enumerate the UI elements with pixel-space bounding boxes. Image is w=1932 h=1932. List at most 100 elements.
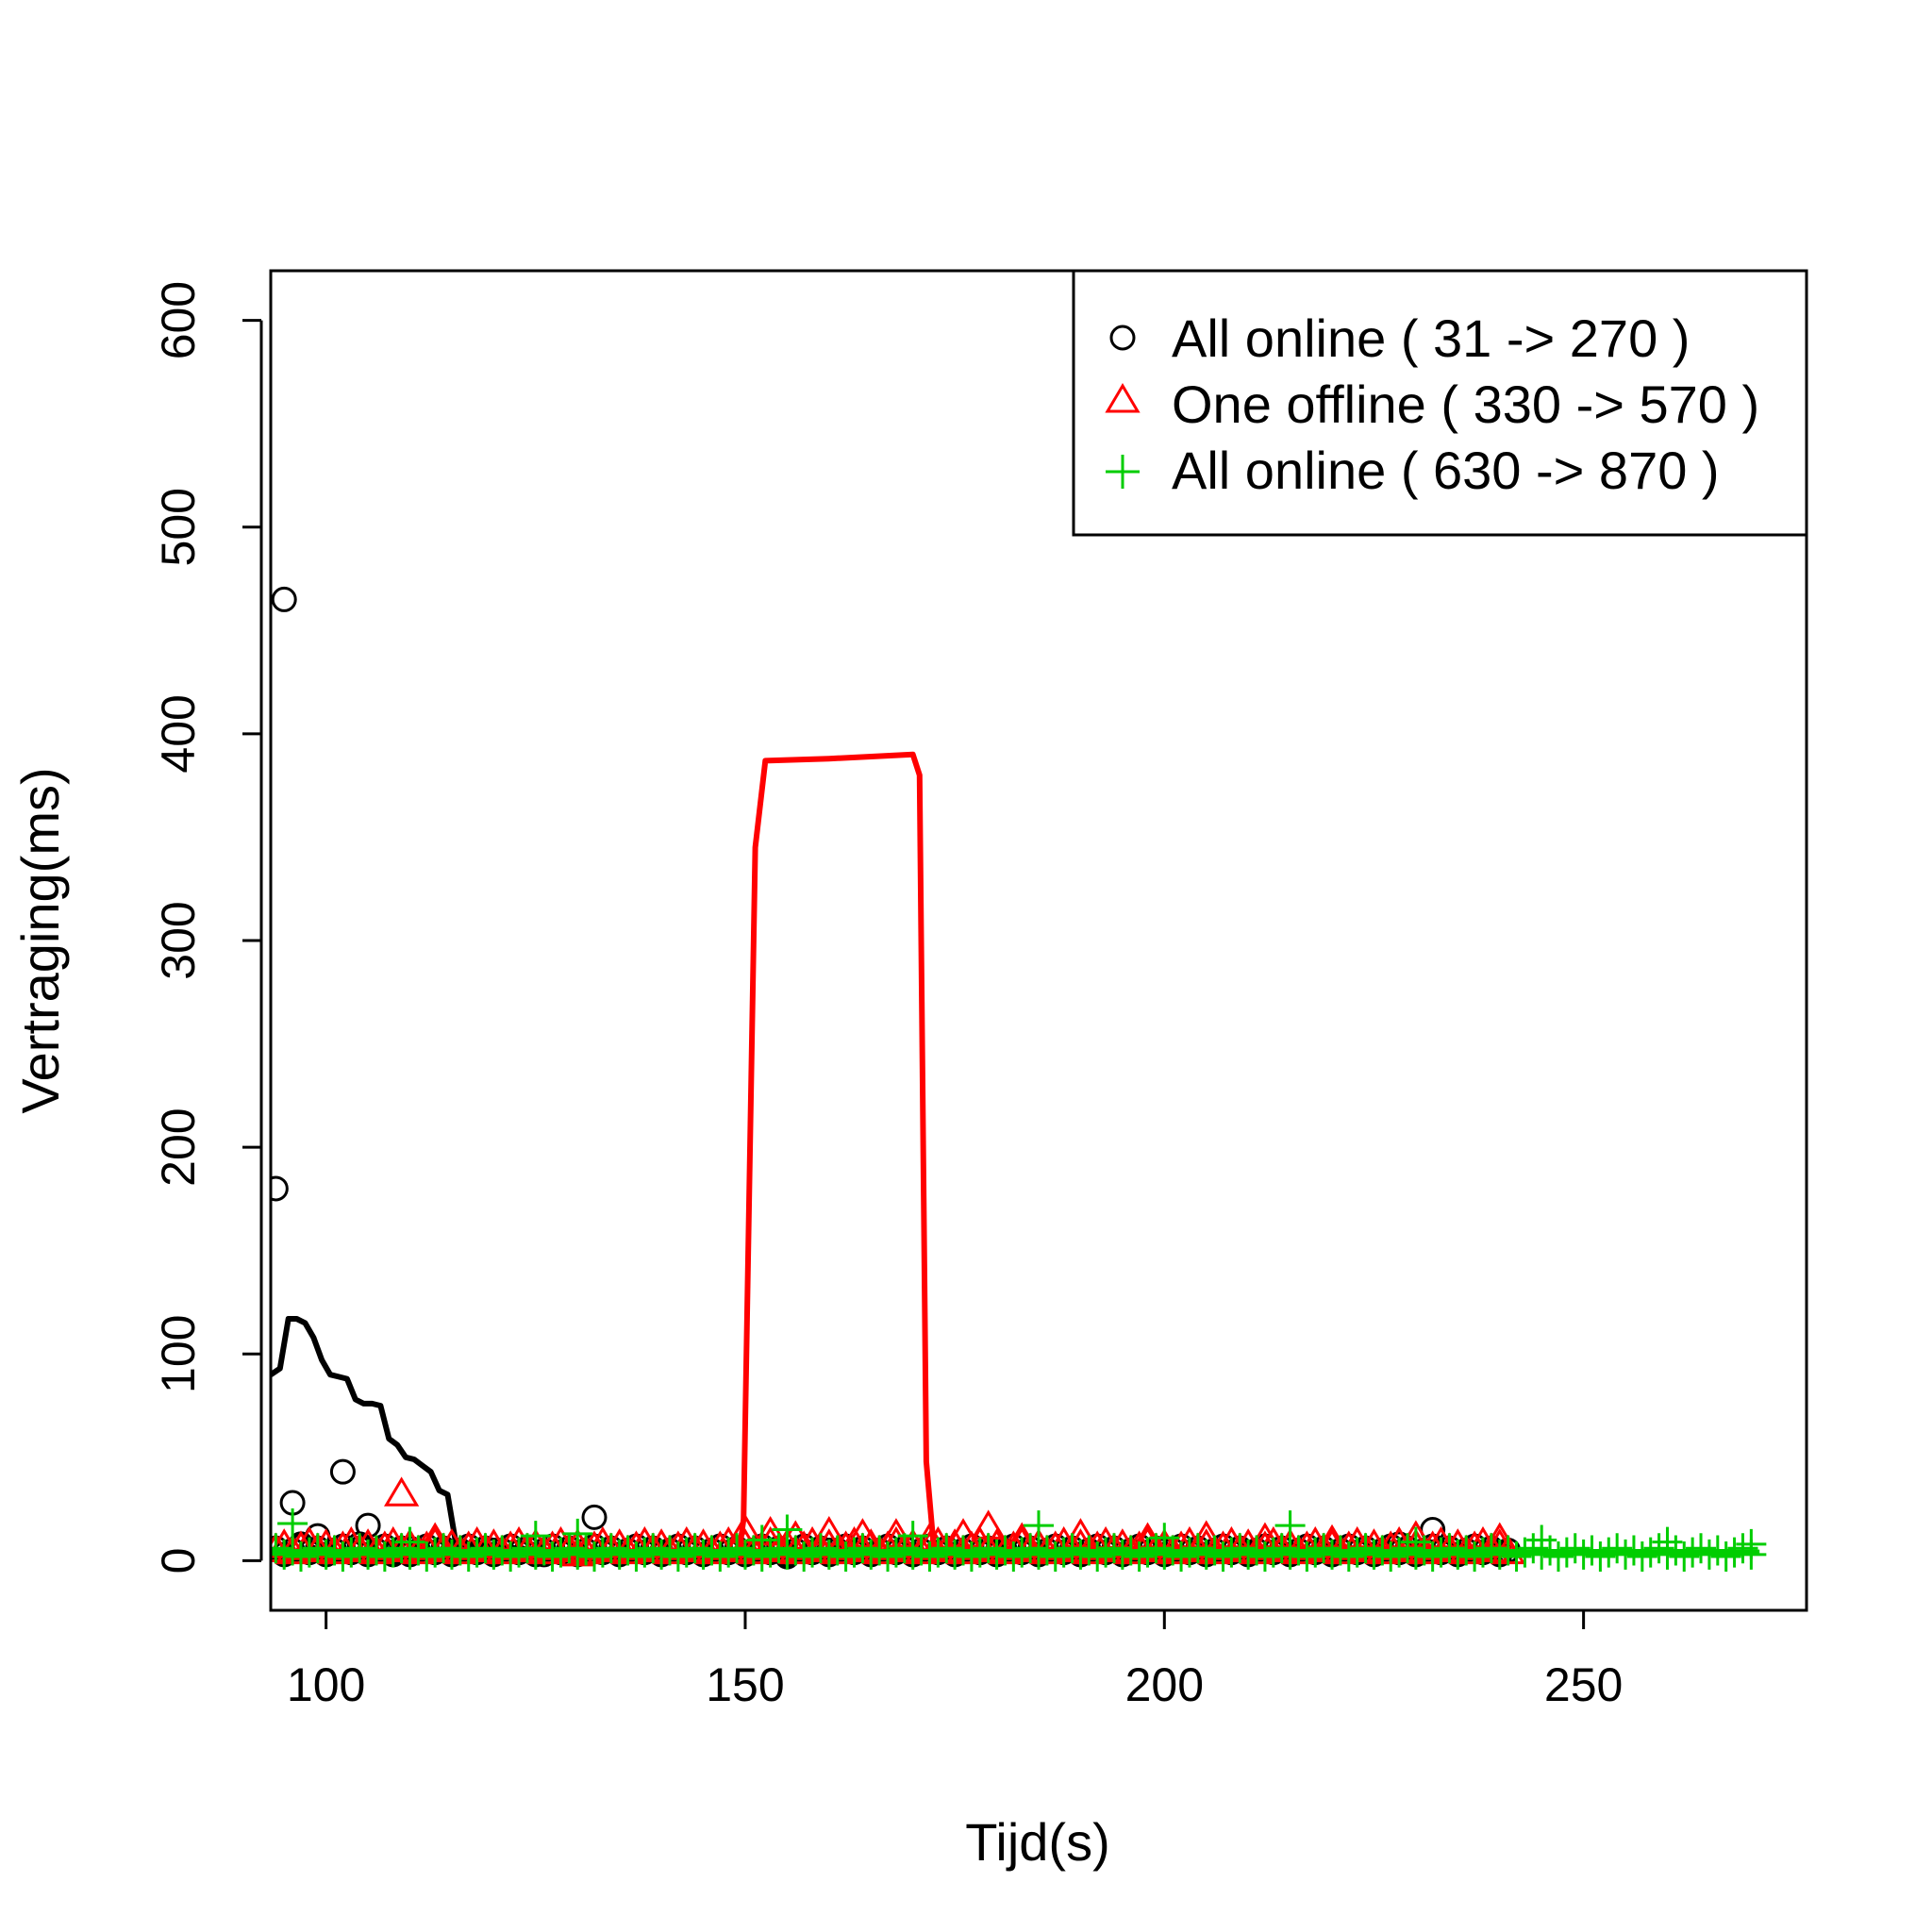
data-point-baseline xyxy=(1417,1541,1448,1573)
data-point-baseline xyxy=(537,1541,568,1573)
data-point-baseline xyxy=(1166,1541,1197,1573)
data-point-baseline xyxy=(1434,1533,1465,1564)
data-point-baseline xyxy=(1291,1541,1323,1573)
data-point xyxy=(271,586,297,612)
data-point-baseline xyxy=(722,1533,753,1564)
data-point-baseline xyxy=(411,1541,442,1573)
data-point-baseline xyxy=(1643,1533,1674,1564)
legend-label-all-online-1: All online ( 31 -> 270 ) xyxy=(1172,308,1690,368)
data-point-baseline xyxy=(579,1541,610,1573)
data-point-baseline xyxy=(285,1541,316,1573)
data-point-baseline xyxy=(679,1533,710,1564)
data-point-baseline xyxy=(621,1541,652,1573)
data-point-baseline xyxy=(998,1541,1029,1573)
data-point-baseline xyxy=(1542,1541,1574,1573)
data-point xyxy=(329,1458,356,1485)
data-point xyxy=(1149,1523,1180,1554)
data-point-baseline xyxy=(1710,1541,1741,1573)
data-point-baseline xyxy=(386,1533,417,1564)
data-point-baseline xyxy=(554,1533,585,1564)
x-tick-label: 250 xyxy=(1544,1658,1623,1711)
data-point-baseline xyxy=(595,1533,626,1564)
data-point-baseline xyxy=(1392,1533,1423,1564)
data-point-baseline xyxy=(1459,1541,1491,1573)
data-point-baseline xyxy=(453,1541,484,1573)
y-tick-label: 300 xyxy=(152,901,205,979)
data-point-baseline xyxy=(1015,1533,1046,1564)
data-point xyxy=(772,1514,803,1545)
data-point-baseline xyxy=(470,1533,501,1564)
y-tick-label: 400 xyxy=(152,694,205,773)
data-point xyxy=(520,1521,551,1552)
data-point-baseline xyxy=(830,1541,861,1573)
data-point-baseline xyxy=(1686,1533,1717,1564)
data-point xyxy=(1274,1510,1306,1541)
data-point-baseline xyxy=(1585,1541,1616,1573)
axes: 100 150 200 250 0 100 200 300 400 500 600 xyxy=(152,281,1623,1711)
data-point xyxy=(897,1521,928,1552)
data-point-baseline xyxy=(1124,1541,1155,1573)
data-point-baseline xyxy=(327,1541,358,1573)
data-point-baseline xyxy=(662,1541,693,1573)
data-point xyxy=(581,1504,608,1530)
legend-marker-plus xyxy=(1106,455,1140,489)
legend: All online ( 31 -> 270 ) One offline ( 3… xyxy=(1072,269,1808,537)
data-point-baseline xyxy=(1040,1541,1071,1573)
data-point-baseline xyxy=(1669,1541,1700,1573)
data-point-baseline xyxy=(495,1541,526,1573)
series-2-plus xyxy=(271,1507,1767,1573)
data-point-baseline xyxy=(956,1541,987,1573)
data-point-baseline xyxy=(847,1533,878,1564)
data-point-baseline xyxy=(1098,1533,1129,1564)
plot-frame xyxy=(269,269,1808,1612)
data-point-baseline xyxy=(1182,1533,1213,1564)
y-tick-label: 200 xyxy=(152,1108,205,1186)
data-point-baseline xyxy=(1208,1541,1239,1573)
x-tick-label: 150 xyxy=(706,1658,784,1711)
data-point-baseline xyxy=(889,1533,920,1564)
data-point xyxy=(383,1476,420,1507)
data-point-baseline xyxy=(1333,1541,1364,1573)
y-tick-label: 100 xyxy=(152,1315,205,1393)
data-point-baseline xyxy=(1518,1533,1549,1564)
data-point-baseline xyxy=(302,1533,333,1564)
y-tick-label: 0 xyxy=(152,1548,205,1574)
data-point-baseline xyxy=(511,1533,542,1564)
data-point-baseline xyxy=(1559,1533,1591,1564)
data-point-baseline xyxy=(369,1541,400,1573)
data-point xyxy=(277,1507,308,1539)
data-point-baseline xyxy=(1727,1533,1758,1564)
data-point-baseline xyxy=(638,1533,669,1564)
y-tick-label: 500 xyxy=(152,488,205,566)
data-point-baseline xyxy=(1375,1541,1407,1573)
data-point-baseline xyxy=(1057,1533,1088,1564)
data-point-baseline xyxy=(931,1533,962,1564)
data-point-baseline xyxy=(1602,1533,1633,1564)
data-point-baseline xyxy=(1266,1533,1297,1564)
legend-label-one-offline: One offline ( 330 -> 570 ) xyxy=(1172,375,1759,434)
x-tick-label: 200 xyxy=(1125,1658,1204,1711)
data-point-baseline xyxy=(789,1541,820,1573)
legend-label-all-online-2: All online ( 630 -> 870 ) xyxy=(1172,441,1720,500)
y-tick-label: 600 xyxy=(152,281,205,359)
data-point-baseline xyxy=(873,1541,904,1573)
y-axis-title: Vertraging(ms) xyxy=(10,767,70,1113)
data-point xyxy=(1024,1510,1054,1541)
data-point-baseline xyxy=(1082,1541,1113,1573)
plot-area xyxy=(271,586,1767,1573)
data-point xyxy=(271,1175,289,1202)
data-point-baseline xyxy=(973,1533,1004,1564)
data-point-baseline xyxy=(1350,1533,1381,1564)
data-point-baseline xyxy=(1501,1541,1532,1573)
data-point-baseline xyxy=(763,1533,794,1564)
data-point-baseline xyxy=(914,1541,945,1573)
data-point-baseline xyxy=(271,1533,291,1564)
data-point-baseline xyxy=(705,1541,736,1573)
data-point-baseline xyxy=(428,1533,459,1564)
legend-box xyxy=(1072,269,1808,537)
x-axis-title: Tijd(s) xyxy=(965,1812,1109,1872)
data-point-baseline xyxy=(1475,1533,1507,1564)
data-point-baseline xyxy=(344,1533,375,1564)
data-point-baseline xyxy=(1249,1541,1280,1573)
